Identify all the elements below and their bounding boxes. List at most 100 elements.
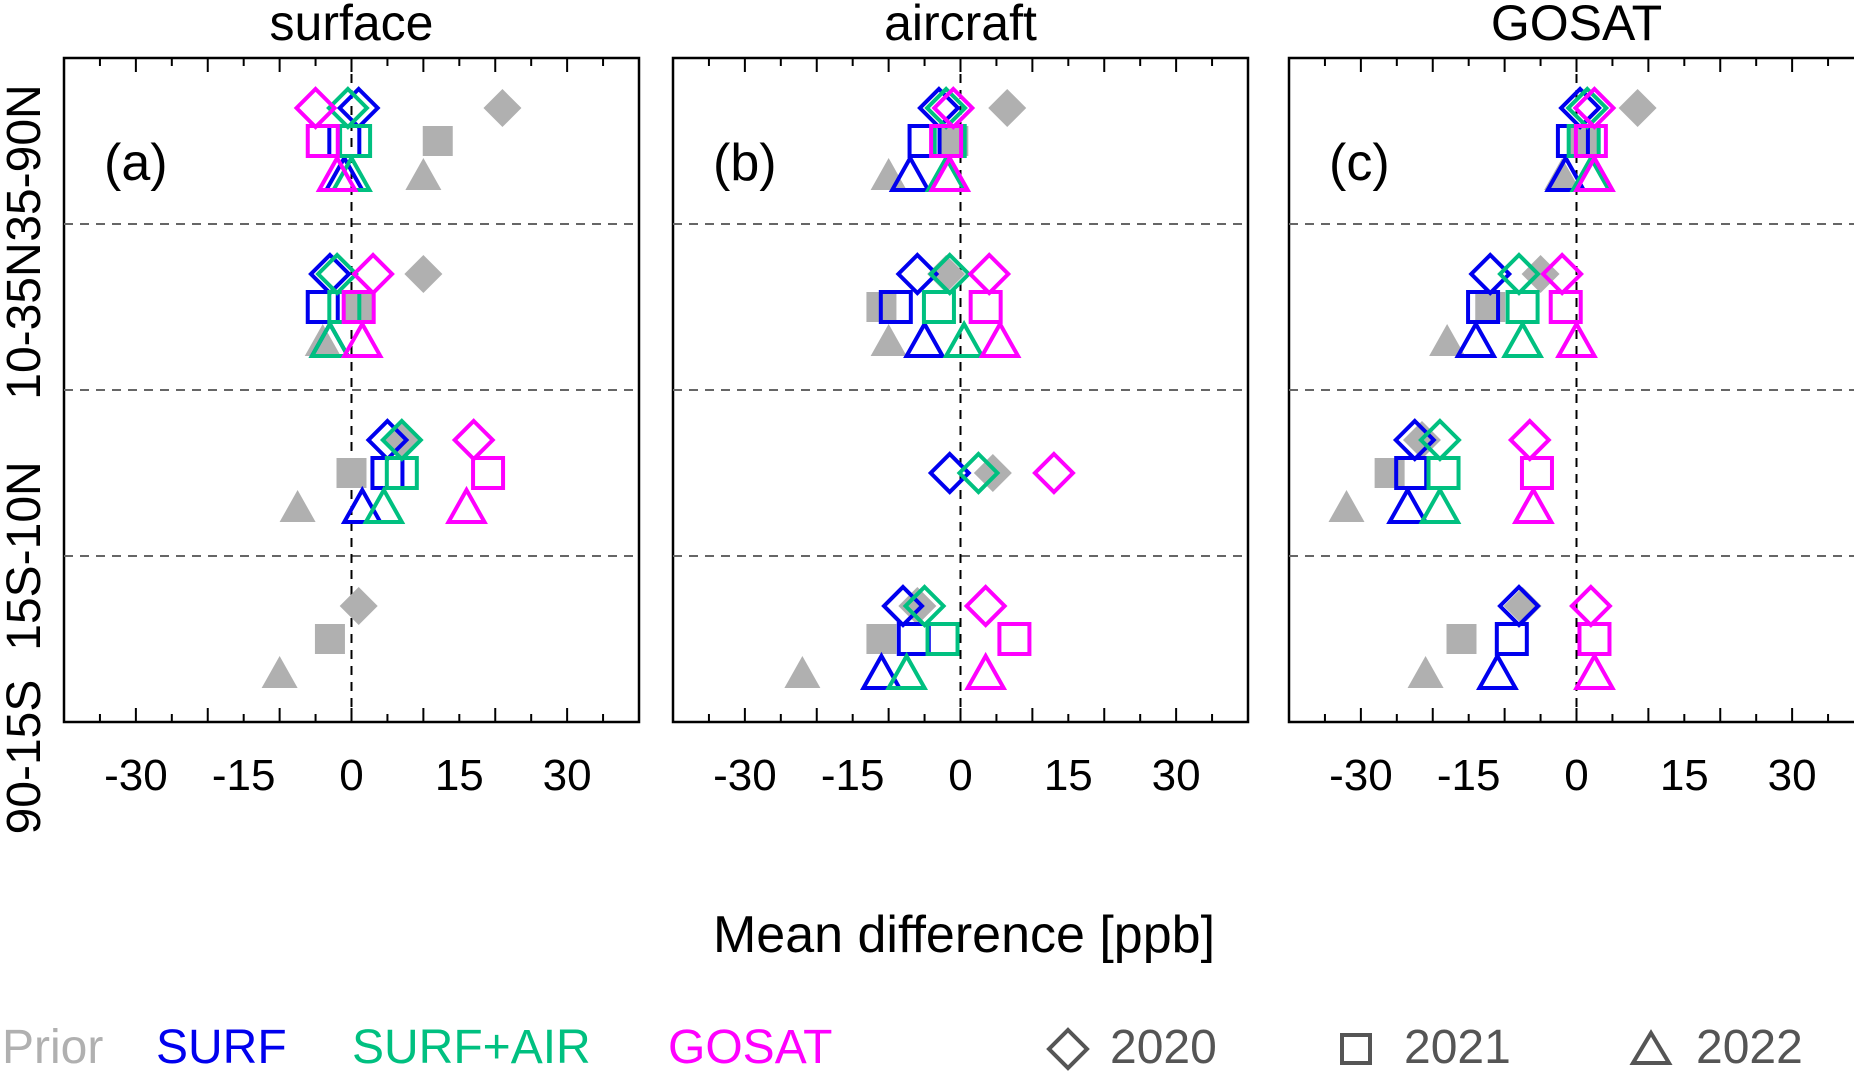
x-tick-label: 0 — [1564, 751, 1588, 800]
panel-label: (b) — [713, 134, 777, 192]
panel-title: surface — [270, 0, 434, 51]
marker-prior-35-90n-2021 — [1568, 126, 1599, 156]
marker-prior-10-35n-2021 — [1475, 292, 1506, 322]
marker-prior-10-35n-2020 — [404, 255, 443, 293]
marker-surf-air-90-15s-2020 — [902, 584, 947, 628]
marker-gosat-10-35n-2022 — [978, 319, 1022, 358]
marker-gosat-90-15s-2021 — [1577, 622, 1612, 656]
legend-year-2022-label: 2022 — [1696, 1021, 1803, 1074]
legend-year-2020-label: 2020 — [1110, 1021, 1217, 1074]
legend-surf: SURF — [156, 1021, 287, 1074]
legend-year-2022: 2022 — [1629, 1021, 1803, 1074]
panel-surface: -30 -15 0 15 30 surface (a) — [62, 0, 641, 800]
marker-prior-15s-10n-2021 — [1374, 458, 1405, 488]
legend-surf-air: SURF+AIR — [352, 1021, 591, 1074]
marker-surf-35-90n-2021 — [327, 124, 362, 158]
marker-surf-10-35n-2020 — [895, 252, 940, 296]
marker-prior-15s-10n-2022 — [1328, 490, 1365, 522]
legend-year-2021: 2021 — [1340, 1021, 1511, 1074]
marker-surf-35-90n-2022 — [1544, 153, 1588, 192]
x-tick-label: -30 — [713, 751, 777, 800]
marker-prior-10-35n-2020 — [927, 255, 966, 293]
marker-gosat-15s-10n-2020 — [1032, 451, 1076, 495]
region-labels: 35-90N 10-35N 15S-10N 90-15S — [0, 84, 51, 834]
x-tick-label: 30 — [1768, 751, 1817, 800]
marker-prior-35-90n-2020 — [1618, 89, 1657, 127]
marker-surf-air-15s-10n-2021 — [1426, 456, 1461, 490]
region-label-90-15S: 90-15S — [0, 680, 51, 835]
marker-gosat-35-90n-2021 — [929, 124, 964, 158]
marker-gosat-90-15s-2022 — [1573, 651, 1616, 690]
panel-label: (a) — [104, 134, 168, 192]
marker-surf-90-15s-2022 — [860, 651, 903, 690]
marker-prior-15s-10n-2020 — [973, 454, 1012, 492]
x-tick-label: -15 — [1437, 751, 1501, 800]
marker-gosat-90-15s-2022 — [964, 651, 1008, 690]
marker-surf-air-15s-10n-2022 — [362, 485, 406, 524]
legend-diamond-marker — [1046, 1027, 1090, 1071]
marker-surf-35-90n-2020 — [336, 86, 381, 130]
marker-surf-15s-10n-2022 — [1386, 485, 1430, 524]
x-tick-label: 0 — [339, 751, 363, 800]
marker-surf-air-15s-10n-2020 — [956, 451, 1001, 495]
x-tick-label: 30 — [543, 751, 592, 800]
marker-surf-90-15s-2022 — [1476, 651, 1519, 690]
panel-title: aircraft — [884, 0, 1037, 51]
marker-gosat-10-35n-2020 — [967, 252, 1012, 296]
marker-prior-15s-10n-2022 — [279, 490, 316, 522]
legend-gosat: GOSAT — [668, 1021, 832, 1074]
marker-gosat-10-35n-2021 — [341, 290, 376, 324]
marker-surf-10-35n-2022 — [1454, 319, 1498, 358]
marker-surf-90-15s-2021 — [1494, 622, 1529, 656]
marker-prior-90-15s-2020 — [1503, 587, 1542, 625]
marker-surf-air-10-35n-2021 — [1505, 290, 1540, 324]
marker-gosat-10-35n-2022 — [340, 319, 384, 358]
marker-gosat-10-35n-2021 — [1548, 290, 1583, 324]
marker-prior-90-15s-2022 — [1407, 656, 1444, 688]
legend-year-2020: 2020 — [1046, 1021, 1217, 1074]
marker-surf-air-15s-10n-2022 — [1418, 485, 1462, 524]
marker-gosat-10-35n-2021 — [968, 290, 1003, 324]
marker-gosat-90-15s-2020 — [1569, 584, 1613, 628]
marker-gosat-90-15s-2020 — [963, 584, 1008, 628]
marker-prior-90-15s-2022 — [784, 656, 821, 688]
marker-gosat-35-90n-2022 — [1573, 153, 1616, 192]
marker-surf-15s-10n-2021 — [1394, 456, 1429, 490]
marker-surf-35-90n-2022 — [888, 153, 932, 192]
panel-title: GOSAT — [1491, 0, 1662, 51]
region-label-15S-10N: 15S-10N — [0, 461, 51, 650]
marker-prior-90-15s-2021 — [866, 624, 897, 654]
marker-gosat-35-90n-2022 — [315, 153, 359, 192]
legend-square-marker — [1340, 1033, 1372, 1065]
panels: -30 -15 0 15 30 surface (a) -30 -15 0 15 30 aircraft… — [62, 0, 1854, 800]
marker-prior-90-15s-2021 — [314, 624, 345, 654]
marker-gosat-15s-10n-2020 — [451, 418, 496, 462]
marker-prior-35-90n-2021 — [422, 126, 453, 156]
marker-surf-10-35n-2020 — [1468, 252, 1513, 296]
marker-prior-15s-10n-2021 — [336, 458, 367, 488]
marker-gosat-15s-10n-2021 — [471, 456, 506, 490]
x-tick-label: 15 — [1660, 751, 1709, 800]
marker-prior-90-15s-2020 — [339, 587, 378, 625]
marker-prior-35-90n-2020 — [483, 89, 522, 127]
marker-surf-air-15s-10n-2021 — [384, 456, 419, 490]
marker-prior-90-15s-2021 — [1446, 624, 1477, 654]
x-tick-label: -15 — [821, 751, 885, 800]
marker-gosat-35-90n-2022 — [928, 153, 972, 192]
marker-prior-10-35n-2022 — [870, 324, 907, 356]
panel-label: (c) — [1329, 134, 1390, 192]
marker-surf-10-35n-2021 — [1466, 290, 1501, 324]
x-tick-label: -30 — [104, 751, 168, 800]
marker-gosat-15s-10n-2021 — [1519, 456, 1554, 490]
marker-gosat-15s-10n-2022 — [1511, 485, 1555, 524]
marker-surf-10-35n-2021 — [305, 290, 340, 324]
marker-gosat-35-90n-2021 — [1573, 124, 1608, 158]
marker-surf-15s-10n-2022 — [340, 485, 384, 524]
legend-year-2021-label: 2021 — [1404, 1021, 1511, 1074]
marker-surf-air-90-15s-2021 — [925, 622, 960, 656]
marker-prior-90-15s-2022 — [261, 656, 298, 688]
marker-surf-air-35-90n-2021 — [338, 124, 373, 158]
marker-prior-90-15s-2020 — [898, 587, 937, 625]
marker-gosat-10-35n-2020 — [351, 252, 395, 296]
